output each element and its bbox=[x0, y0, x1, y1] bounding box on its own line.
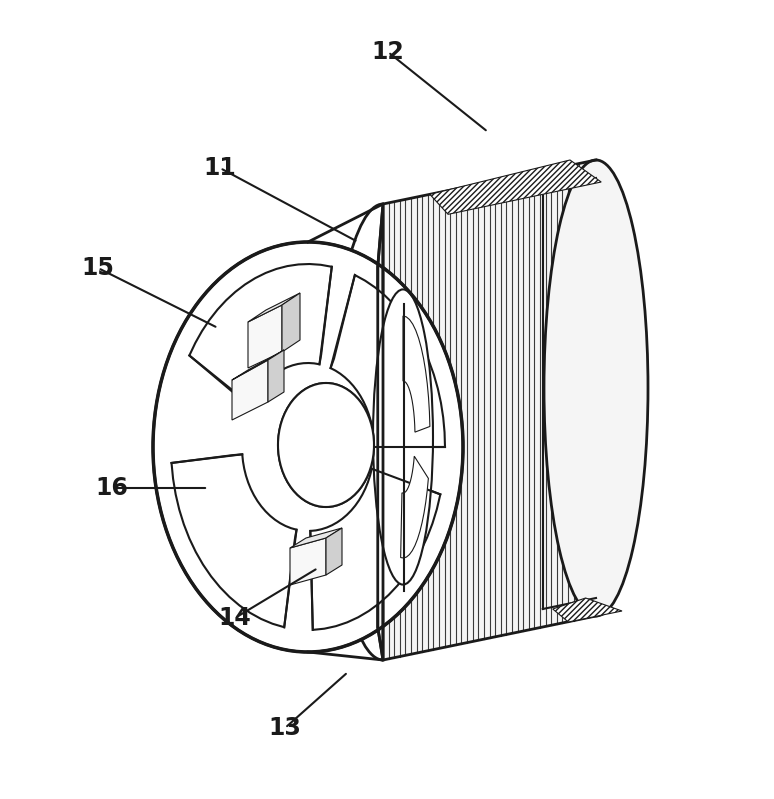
Polygon shape bbox=[401, 456, 428, 558]
Ellipse shape bbox=[544, 160, 648, 616]
Text: 11: 11 bbox=[204, 156, 236, 180]
Text: 14: 14 bbox=[218, 606, 252, 630]
Ellipse shape bbox=[373, 289, 433, 585]
Polygon shape bbox=[553, 598, 622, 622]
Polygon shape bbox=[330, 275, 445, 447]
Ellipse shape bbox=[278, 383, 374, 507]
Ellipse shape bbox=[153, 242, 463, 652]
Polygon shape bbox=[290, 538, 326, 585]
Polygon shape bbox=[378, 204, 383, 660]
Text: 15: 15 bbox=[81, 256, 115, 280]
Polygon shape bbox=[282, 293, 300, 352]
Polygon shape bbox=[248, 305, 282, 368]
Polygon shape bbox=[172, 455, 296, 627]
Polygon shape bbox=[383, 160, 596, 660]
Polygon shape bbox=[403, 316, 430, 432]
Polygon shape bbox=[290, 528, 342, 548]
Polygon shape bbox=[430, 160, 601, 214]
Polygon shape bbox=[310, 469, 440, 630]
Polygon shape bbox=[232, 350, 284, 380]
Text: 13: 13 bbox=[269, 716, 301, 740]
Polygon shape bbox=[232, 360, 268, 420]
Text: 16: 16 bbox=[95, 476, 128, 500]
Polygon shape bbox=[190, 264, 332, 405]
Text: 12: 12 bbox=[372, 40, 404, 64]
Polygon shape bbox=[268, 350, 284, 402]
Polygon shape bbox=[326, 528, 342, 575]
Ellipse shape bbox=[278, 383, 374, 507]
Polygon shape bbox=[248, 293, 300, 322]
